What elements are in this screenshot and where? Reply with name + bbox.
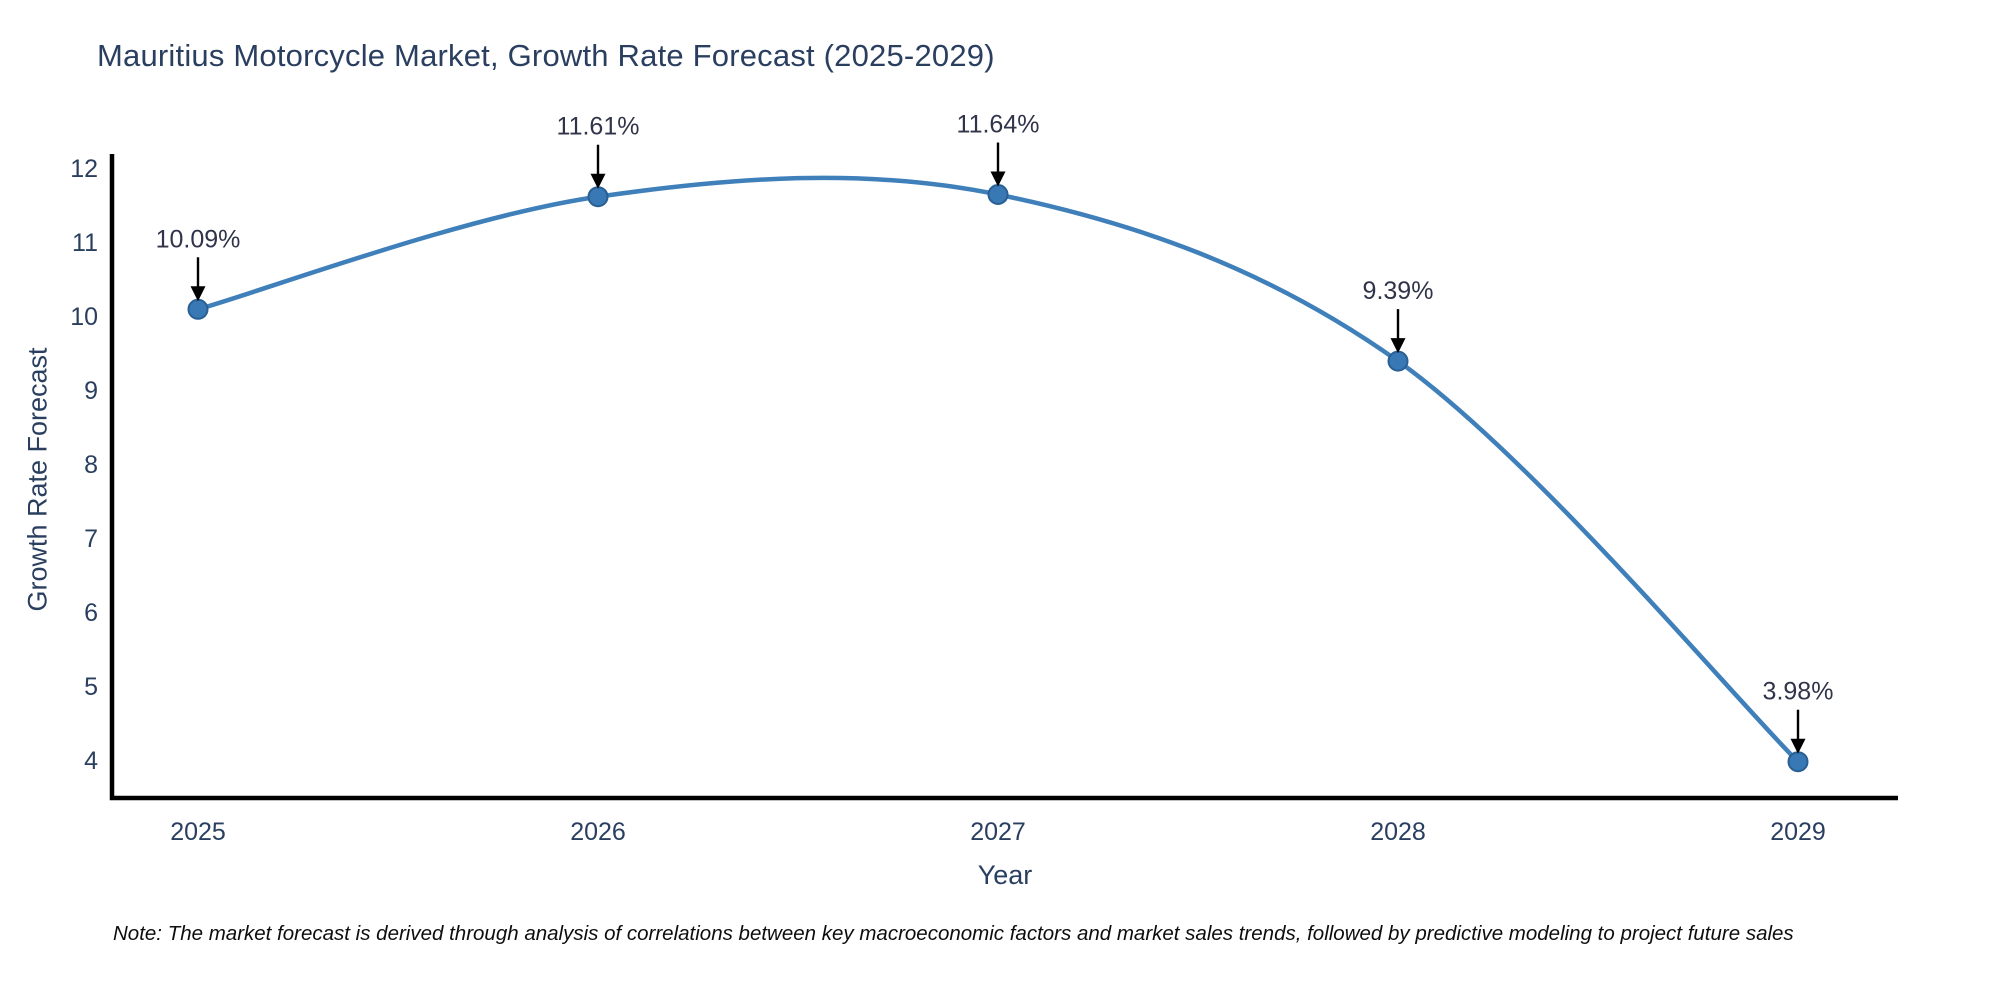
annotation-arrowhead-icon — [190, 286, 206, 302]
y-tick-label: 12 — [70, 155, 98, 183]
y-tick-label: 5 — [84, 673, 98, 701]
data-point-marker — [1387, 350, 1409, 372]
annotation-arrowhead-icon — [590, 173, 606, 189]
series-line — [195, 175, 1801, 764]
y-tick-label: 4 — [84, 747, 98, 775]
x-tick-label: 2029 — [1770, 818, 1826, 846]
y-tick-label: 6 — [84, 599, 98, 627]
data-point-marker — [187, 298, 209, 320]
y-tick-label: 11 — [72, 229, 98, 257]
footnote: Note: The market forecast is derived thr… — [113, 922, 1794, 945]
data-point-marker — [1787, 751, 1809, 773]
x-tick-label: 2025 — [170, 818, 226, 846]
x-tick-label: 2028 — [1370, 818, 1426, 846]
x-tick-label: 2026 — [570, 818, 626, 846]
annotation-arrowhead-icon — [990, 171, 1006, 187]
y-tick-label: 9 — [84, 377, 98, 405]
x-tick-label: 2027 — [970, 818, 1026, 846]
point-value-label: 9.39% — [1363, 277, 1434, 305]
data-point-marker — [987, 184, 1009, 206]
annotation-arrowhead-icon — [1390, 338, 1406, 354]
point-value-label: 11.64% — [957, 111, 1040, 139]
point-value-label: 3.98% — [1763, 678, 1834, 706]
chart-title: Mauritius Motorcycle Market, Growth Rate… — [97, 38, 995, 73]
data-point-marker — [587, 186, 609, 208]
y-tick-label: 10 — [70, 303, 98, 331]
annotation-arrowhead-icon — [1790, 738, 1806, 754]
point-value-label: 10.09% — [156, 225, 241, 253]
point-value-label: 11.61% — [557, 113, 640, 141]
axis-lines — [109, 154, 1898, 801]
y-axis-title: Growth Rate Forecast — [22, 347, 53, 612]
x-axis-title: Year — [977, 860, 1033, 890]
y-tick-label: 8 — [84, 451, 98, 479]
y-tick-label: 7 — [84, 525, 98, 553]
